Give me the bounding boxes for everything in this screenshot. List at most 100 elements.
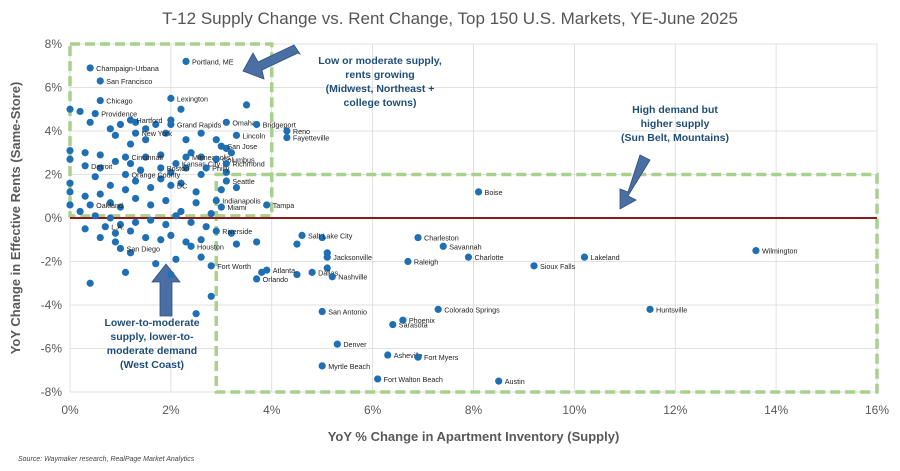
annotation-west-coast: Lower-to-moderate supply, lower-to- mode…	[92, 316, 212, 372]
data-point	[106, 199, 114, 207]
annotation-line: college towns)	[343, 97, 417, 109]
data-point	[172, 212, 180, 220]
point-label: Orlando	[263, 275, 289, 284]
data-point	[91, 110, 99, 118]
data-point	[66, 201, 74, 209]
point-label: Omaha	[232, 118, 256, 127]
data-point	[197, 153, 205, 161]
point-label: Wilmington	[762, 247, 798, 256]
data-point	[182, 153, 190, 161]
data-point	[207, 210, 215, 218]
data-point	[76, 207, 84, 216]
point-label: Raleigh	[414, 258, 438, 267]
point-label: Sioux Falls	[540, 262, 576, 271]
data-point	[167, 94, 175, 102]
data-point	[318, 362, 326, 370]
data-point	[81, 225, 89, 233]
data-point	[81, 162, 89, 170]
annotation-line: rents growing	[345, 69, 415, 81]
annotation-line: Low or moderate supply,	[318, 55, 442, 67]
point-label: Houston	[197, 242, 224, 251]
data-point	[111, 157, 119, 166]
data-point	[116, 220, 125, 229]
data-point	[187, 218, 195, 226]
quadrant-box-high-supply	[214, 172, 879, 394]
y-axis-label: YoY Change in Effective Rents (Same-Stor…	[8, 82, 23, 355]
point-label: Indianapolis	[222, 197, 261, 206]
data-point	[81, 149, 89, 157]
data-point	[182, 238, 190, 246]
data-point	[212, 136, 220, 144]
point-label: Bridgeport	[263, 120, 296, 129]
data-point	[172, 160, 180, 168]
chart-title: T-12 Supply Change vs. Rent Change, Top …	[162, 9, 738, 28]
y-tick-label: 0%	[45, 211, 63, 225]
point-label: Huntsville	[656, 305, 687, 314]
data-point	[212, 227, 220, 235]
data-point	[414, 233, 422, 242]
annotation-line: (Midwest, Northeast +	[325, 83, 435, 95]
point-label: Philly	[212, 164, 230, 173]
data-point	[263, 266, 271, 274]
point-label: San Diego	[126, 244, 160, 253]
data-point	[232, 240, 241, 248]
data-point	[253, 238, 261, 246]
point-label: Miami	[227, 203, 247, 212]
point-label: Atlanta	[273, 266, 295, 275]
point-label: Riverside	[222, 227, 252, 236]
point-label: Fort Walton Beach	[384, 375, 443, 384]
data-point	[212, 197, 220, 205]
data-point	[182, 136, 190, 144]
data-point	[96, 164, 104, 172]
data-point	[177, 105, 185, 113]
data-point	[217, 142, 225, 150]
data-point	[202, 223, 210, 231]
x-tick-label: 0%	[61, 403, 79, 417]
data-point	[142, 233, 150, 242]
data-point	[318, 233, 326, 242]
y-tick-label: -8%	[41, 385, 63, 399]
point-label: Jacksonville	[333, 253, 372, 262]
data-point	[116, 244, 125, 253]
data-point	[323, 264, 331, 272]
data-point	[242, 101, 251, 109]
data-point	[323, 253, 331, 261]
data-point	[86, 201, 94, 209]
data-point	[142, 136, 150, 144]
data-point	[91, 212, 99, 220]
data-point	[126, 116, 135, 124]
point-label: Fort Worth	[217, 262, 251, 271]
data-point	[96, 96, 104, 105]
data-point	[253, 275, 261, 283]
data-point	[293, 270, 301, 279]
point-label: New York	[142, 129, 173, 138]
data-point	[167, 231, 175, 239]
data-point	[187, 149, 195, 157]
data-point	[414, 353, 422, 361]
point-label: San Francisco	[106, 77, 152, 86]
data-point	[137, 166, 145, 174]
data-point	[96, 190, 104, 198]
data-point	[283, 133, 291, 142]
data-point	[147, 216, 155, 224]
data-point	[263, 201, 271, 209]
annotation-low-supply: Low or moderate supply, rents growing (M…	[300, 54, 460, 110]
data-point	[253, 120, 261, 129]
point-label: Richmond	[232, 160, 264, 169]
data-point	[227, 149, 235, 157]
data-point	[298, 231, 306, 239]
data-point	[182, 57, 190, 65]
point-label: Fayetteville	[293, 134, 329, 143]
data-point	[389, 320, 397, 329]
point-label: Colorado Springs	[444, 305, 500, 314]
data-point	[222, 118, 230, 126]
data-point	[66, 155, 74, 163]
point-label: Phoenix	[409, 316, 435, 325]
source-note: Source: Waymaker research, RealPage Mark…	[18, 456, 195, 463]
point-label: Austin	[505, 377, 525, 386]
data-point	[76, 107, 84, 116]
point-label: Champaign-Urbana	[96, 64, 159, 73]
data-point	[439, 242, 447, 250]
data-point	[399, 316, 407, 324]
data-point	[96, 151, 104, 159]
